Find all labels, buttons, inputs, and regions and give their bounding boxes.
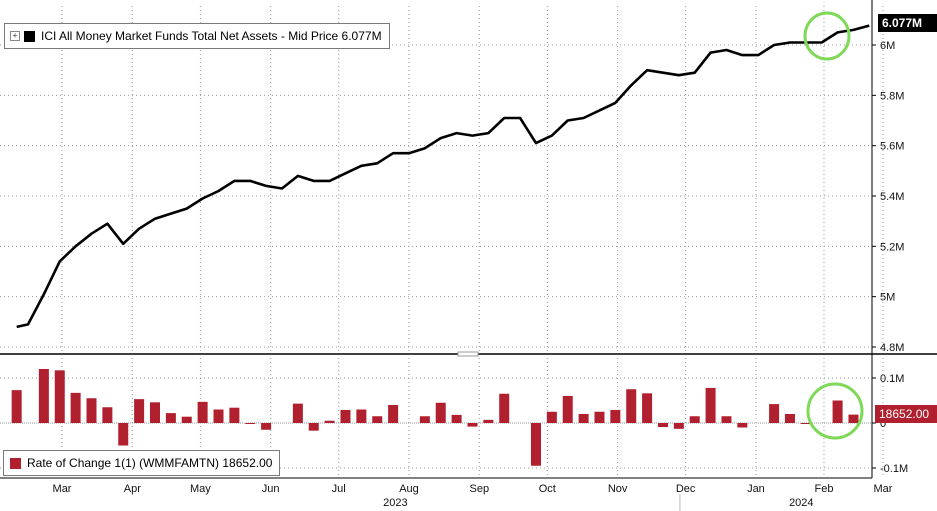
net-assets-line-group bbox=[16, 24, 870, 329]
y-tick-label: 5.6M bbox=[880, 141, 904, 153]
bar bbox=[388, 405, 399, 423]
x-tick-label: Oct bbox=[539, 483, 556, 495]
bar bbox=[642, 393, 653, 423]
bar bbox=[197, 401, 208, 423]
top-panel-y-axis: 6M 5.8M 5.6M 5.4M 5.2M 5M 4.8M bbox=[872, 40, 904, 354]
bottom-panel-y-axis: 0.1M 0 -0.1M bbox=[872, 373, 908, 475]
top-panel-grid bbox=[0, 6, 884, 352]
bar bbox=[261, 423, 272, 430]
y-tick-label: 0.1M bbox=[880, 373, 904, 385]
bar bbox=[181, 416, 192, 423]
x-tick-label: May bbox=[190, 483, 211, 495]
bar bbox=[11, 390, 22, 423]
panel-resize-handle bbox=[457, 351, 479, 357]
y-tick-label: 5.8M bbox=[880, 90, 904, 102]
bar bbox=[483, 419, 494, 423]
x-tick-label: Mar bbox=[873, 483, 892, 495]
last-value-tag: 18652.00 bbox=[875, 405, 937, 423]
panel-frames bbox=[0, 0, 937, 479]
bar bbox=[102, 407, 113, 423]
legend-swatch-line bbox=[24, 30, 35, 42]
net-assets-line bbox=[16, 24, 870, 329]
x-tick-label: Jan bbox=[747, 483, 765, 495]
bar bbox=[530, 423, 541, 466]
x-tick-label: Dec bbox=[676, 483, 696, 495]
x-tick-label: Feb bbox=[814, 483, 833, 495]
bar bbox=[229, 407, 240, 423]
bar bbox=[38, 369, 49, 423]
bar bbox=[657, 423, 668, 428]
y-tick-label: 5.2M bbox=[880, 241, 904, 253]
expand-icon[interactable]: + bbox=[10, 31, 20, 41]
highlight-circle-bottom bbox=[806, 382, 864, 440]
bar bbox=[356, 409, 367, 423]
bottom-legend-label: Rate of Change 1(1) (WMMFAMTN) 18652.00 bbox=[27, 456, 273, 470]
bar bbox=[689, 416, 700, 423]
x-axis: Mar Apr May Jun Jul Aug Sep Oct Nov Dec Jan Feb Mar 2… bbox=[53, 483, 893, 511]
bar bbox=[324, 420, 335, 423]
y-tick-label: 5.4M bbox=[880, 191, 904, 203]
bar bbox=[578, 414, 589, 423]
bar bbox=[769, 404, 780, 423]
x-tick-label: Jul bbox=[332, 483, 346, 495]
bar bbox=[118, 423, 129, 446]
bar bbox=[308, 423, 319, 431]
highlight-circles bbox=[803, 11, 864, 440]
x-year-label: 2023 bbox=[383, 497, 407, 509]
bar bbox=[292, 403, 303, 423]
y-tick-label: 4.8M bbox=[880, 342, 904, 354]
x-tick-label: Jun bbox=[262, 483, 280, 495]
bar bbox=[705, 387, 716, 423]
bottom-legend[interactable]: Rate of Change 1(1) (WMMFAMTN) 18652.00 bbox=[3, 450, 281, 476]
y-tick-label: -0.1M bbox=[880, 463, 908, 475]
bar bbox=[626, 389, 637, 423]
top-legend[interactable]: + ICI All Money Market Funds Total Net A… bbox=[4, 23, 390, 49]
y-tick-label: 6M bbox=[880, 40, 895, 52]
bar bbox=[419, 416, 430, 423]
x-tick-label: Sep bbox=[469, 483, 489, 495]
y-tick-label: 0 bbox=[880, 418, 886, 430]
bar bbox=[610, 409, 621, 423]
bar bbox=[134, 399, 145, 423]
bar bbox=[54, 370, 65, 423]
x-tick-label: Mar bbox=[53, 483, 72, 495]
x-tick-label: Aug bbox=[399, 483, 419, 495]
bar bbox=[721, 416, 732, 423]
y-tick-label: 5M bbox=[880, 292, 895, 304]
bar bbox=[372, 416, 383, 423]
x-tick-label: Nov bbox=[608, 483, 628, 495]
bar bbox=[546, 411, 557, 423]
top-legend-label: ICI All Money Market Funds Total Net Ass… bbox=[41, 29, 382, 43]
x-year-label: 2024 bbox=[789, 497, 813, 509]
bar bbox=[673, 423, 684, 429]
bar bbox=[737, 423, 748, 428]
bar bbox=[467, 423, 478, 427]
bar bbox=[165, 413, 176, 423]
bar bbox=[800, 423, 811, 424]
bar bbox=[149, 402, 160, 423]
bar bbox=[832, 400, 843, 423]
last-price-tag: 6.077M bbox=[878, 14, 937, 32]
bar bbox=[70, 392, 81, 423]
bar bbox=[213, 409, 224, 423]
bar bbox=[562, 396, 573, 423]
bar bbox=[784, 414, 795, 423]
bar bbox=[435, 402, 446, 423]
bar bbox=[451, 414, 462, 423]
bar bbox=[499, 393, 510, 423]
bar bbox=[86, 398, 97, 423]
x-tick-label: Apr bbox=[124, 483, 141, 495]
legend-swatch-bar bbox=[10, 457, 21, 469]
rate-of-change-bars bbox=[11, 369, 859, 466]
bar bbox=[848, 414, 859, 423]
bar bbox=[594, 411, 605, 423]
bar bbox=[245, 423, 256, 424]
bar bbox=[340, 409, 351, 423]
highlight-circle-top bbox=[803, 11, 851, 61]
